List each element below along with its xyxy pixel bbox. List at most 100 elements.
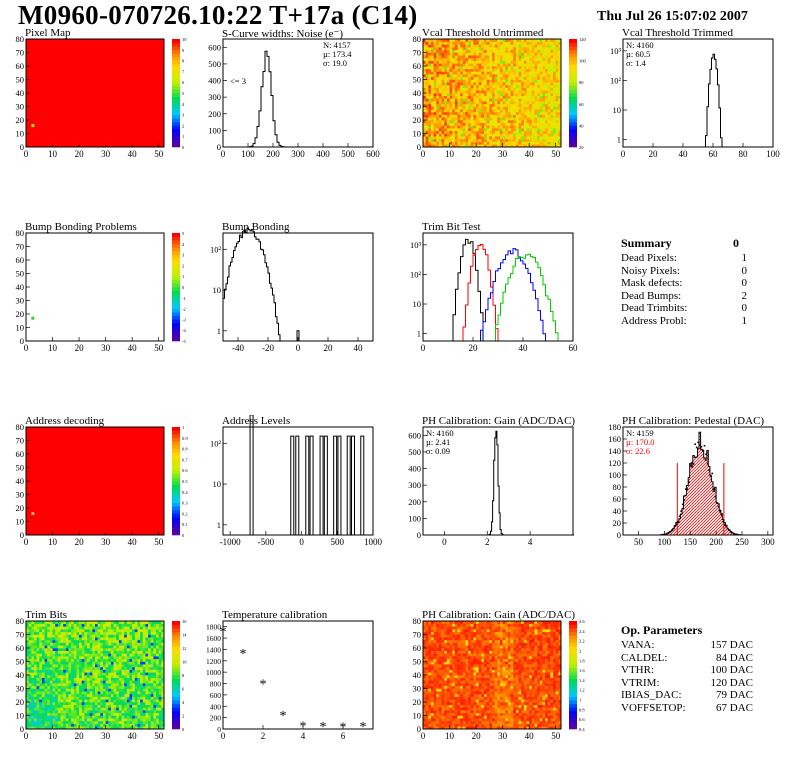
heatmap-cell — [425, 675, 429, 678]
heatmap-cell — [454, 128, 458, 132]
heatmap-cell — [142, 683, 146, 687]
heatmap-cell — [89, 718, 93, 722]
heatmap-cell — [460, 47, 464, 51]
heatmap-cell — [105, 658, 109, 662]
heatmap-cell — [26, 661, 29, 665]
heatmap-cell — [438, 631, 442, 635]
heatmap-cell — [52, 712, 56, 716]
palette-step — [569, 114, 577, 119]
heatmap-cell — [39, 669, 43, 673]
chart-title: Bump Bonding — [222, 221, 290, 233]
heatmap-cell — [521, 95, 525, 99]
heatmap-cell — [534, 63, 538, 67]
heatmap-cell — [518, 103, 522, 107]
heatmap-cell — [145, 626, 149, 630]
heatmap-cell — [550, 79, 554, 83]
heatmap-cell — [460, 55, 464, 59]
heatmap-cell — [460, 68, 464, 72]
heatmap-cell — [441, 718, 445, 722]
heatmap-cell — [49, 645, 53, 649]
heatmap-cell — [494, 57, 498, 61]
heatmap-cell — [534, 41, 538, 45]
heatmap-cell — [41, 648, 45, 651]
heatmap-cell — [425, 629, 429, 633]
heatmap-cell — [523, 144, 527, 148]
heatmap-cell — [494, 122, 498, 126]
heatmap-cell — [433, 642, 437, 646]
heatmap-cell — [68, 704, 72, 708]
heatmap-cell — [486, 101, 490, 105]
heatmap-cell — [137, 637, 141, 641]
heatmap-cell — [470, 111, 474, 115]
heatmap-cell — [478, 82, 482, 86]
panel-ph_pedestal: PH Calibration: Pedestal (DAC) 0 20 40 60 80 1… — [607, 415, 787, 567]
heatmap-cell — [428, 111, 432, 115]
heatmap-cell — [39, 710, 43, 714]
heatmap-cell — [425, 626, 429, 630]
heatmap-cell — [492, 47, 495, 51]
heatmap-cell — [523, 57, 527, 61]
heatmap-cell — [41, 637, 45, 641]
heatmap-cell — [79, 704, 83, 708]
heatmap-cell — [502, 95, 506, 99]
heatmap-cell — [529, 101, 533, 105]
heatmap-cell — [423, 103, 426, 107]
heatmap-cell — [476, 103, 480, 107]
heatmap-cell — [529, 93, 533, 96]
heatmap-cell — [148, 637, 152, 641]
heatmap-cell — [118, 666, 122, 670]
heatmap-cell — [539, 106, 543, 110]
heatmap-cell — [473, 111, 477, 115]
heatmap-cell — [478, 39, 482, 42]
heatmap-cell — [148, 626, 152, 630]
heatmap-cell — [148, 696, 152, 700]
heatmap-cell — [473, 84, 477, 88]
heatmap-cell — [145, 664, 149, 668]
heatmap-cell — [492, 57, 495, 61]
heatmap-cell — [460, 90, 464, 94]
heatmap-cell — [100, 626, 104, 630]
heatmap-cell — [161, 715, 165, 719]
heatmap-cell — [84, 696, 88, 700]
heatmap-cell — [95, 645, 98, 649]
heatmap-cell — [63, 715, 67, 719]
y-tick-label: 1 — [617, 135, 621, 145]
heatmap-cell — [153, 680, 157, 684]
heatmap-cell — [55, 648, 59, 651]
heatmap-cell — [145, 653, 149, 657]
y-tick-label: 10³ — [610, 46, 622, 56]
palette-step — [172, 294, 180, 299]
heatmap-cell — [73, 710, 77, 714]
heatmap-cell — [134, 666, 138, 670]
heatmap-cell — [79, 691, 83, 695]
heatmap-cell — [423, 82, 426, 86]
heatmap-cell — [71, 639, 75, 643]
y-tick-label: 50 — [16, 75, 25, 85]
heatmap-cell — [446, 128, 450, 132]
heatmap-cell — [555, 44, 559, 48]
x-tick-label: 20 — [75, 537, 85, 547]
heatmap-cell — [526, 130, 530, 134]
heatmap-cell — [423, 634, 426, 638]
heatmap-cell — [499, 74, 503, 78]
heatmap-cell — [444, 122, 448, 126]
heatmap-cell — [52, 675, 56, 678]
heatmap-cell — [423, 101, 426, 105]
heatmap-cell — [145, 623, 149, 627]
heatmap-cell — [71, 666, 75, 670]
heatmap-cell — [542, 49, 546, 53]
heatmap-cell — [153, 658, 157, 662]
palette-step — [172, 430, 180, 435]
heatmap-cell — [150, 669, 154, 673]
heatmap-cell — [537, 87, 541, 91]
heatmap-cell — [542, 144, 546, 148]
heatmap-cell — [95, 642, 98, 646]
heatmap-cell — [148, 688, 152, 692]
heatmap-cell — [438, 688, 442, 692]
heatmap-cell — [65, 718, 69, 722]
heatmap-cell — [526, 103, 530, 107]
heatmap-cell — [555, 130, 559, 134]
heatmap-cell — [553, 39, 556, 42]
heatmap-cell — [41, 720, 45, 724]
heatmap-cell — [502, 39, 506, 42]
